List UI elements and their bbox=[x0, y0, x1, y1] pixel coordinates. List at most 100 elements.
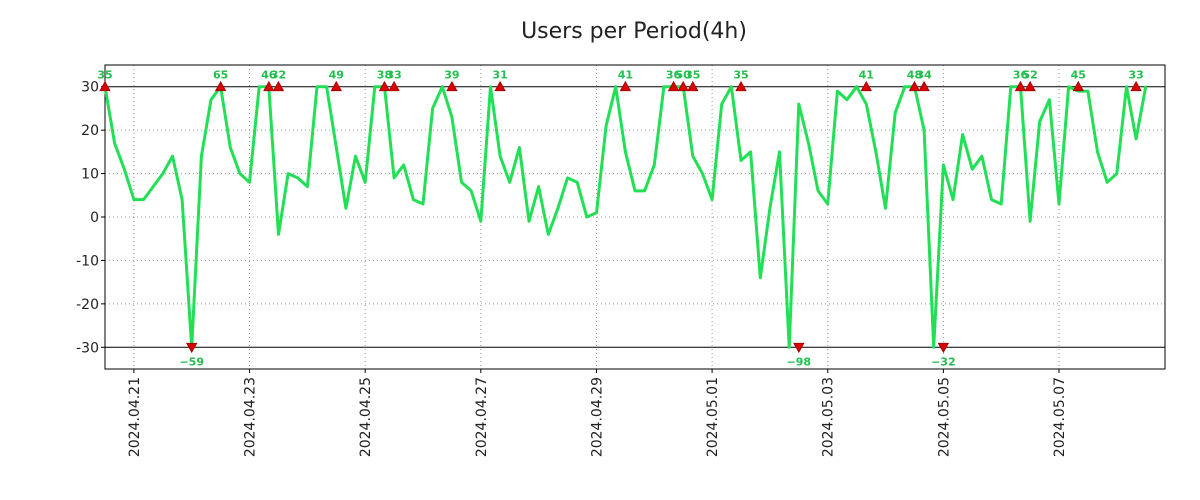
data-point bbox=[1028, 220, 1032, 223]
grid bbox=[105, 65, 1165, 369]
x-tick-label: 2024.05.07 bbox=[1052, 377, 1068, 457]
data-point bbox=[999, 202, 1003, 206]
data-point bbox=[123, 168, 126, 171]
tick-labels: 30 20 10 0 -10 -20 -30 2024.04.21 2024.04.23 2024… bbox=[76, 69, 1144, 457]
data-point bbox=[277, 233, 280, 236]
clip-marker-up bbox=[735, 80, 747, 92]
data-point bbox=[566, 176, 569, 180]
data-point bbox=[787, 346, 791, 349]
data-point bbox=[402, 163, 405, 167]
clip-marker-up bbox=[494, 80, 506, 92]
data-point bbox=[990, 198, 993, 201]
clip-marker-up bbox=[388, 80, 400, 92]
data-point bbox=[768, 207, 772, 210]
clip-marker-label: −32 bbox=[931, 355, 956, 368]
clip-marker-label: 41 bbox=[859, 69, 874, 82]
data-point bbox=[932, 346, 935, 349]
data-point bbox=[778, 150, 781, 154]
data-point bbox=[527, 220, 531, 223]
data-point bbox=[961, 133, 964, 136]
data-point bbox=[344, 207, 348, 210]
clip-marker-label: 35 bbox=[733, 69, 748, 82]
data-point bbox=[585, 215, 589, 219]
data-point bbox=[412, 198, 415, 201]
data-point bbox=[701, 172, 704, 175]
x-tick-label: 2024.04.25 bbox=[358, 377, 374, 457]
data-point bbox=[441, 85, 444, 88]
clip-marker-up bbox=[378, 80, 391, 92]
chart-title: Users per Period(4h) bbox=[521, 19, 747, 44]
data-point bbox=[845, 98, 849, 101]
data-point bbox=[575, 181, 579, 184]
clip-marker-down bbox=[937, 342, 950, 354]
data-point bbox=[720, 102, 723, 106]
data-point bbox=[335, 146, 338, 149]
data-point bbox=[855, 85, 858, 88]
clip-marker-label: 50 bbox=[676, 69, 692, 82]
data-point bbox=[816, 189, 820, 193]
data-point bbox=[691, 155, 695, 158]
y-tick-label: 0 bbox=[90, 210, 99, 226]
data-point bbox=[865, 102, 868, 106]
data-point bbox=[942, 163, 945, 167]
data-point bbox=[460, 181, 463, 184]
data-point bbox=[1067, 85, 1070, 88]
data-point bbox=[903, 85, 907, 88]
clip-markers bbox=[99, 80, 1142, 354]
clip-marker-label: −98 bbox=[787, 355, 812, 368]
clip-marker-up bbox=[263, 80, 275, 92]
clip-marker-up bbox=[1130, 80, 1142, 92]
data-point bbox=[643, 189, 646, 193]
data-point bbox=[1038, 120, 1041, 123]
clip-marker-label: 38 bbox=[377, 69, 392, 82]
y-tick-label: 20 bbox=[81, 123, 99, 139]
data-point bbox=[469, 189, 473, 193]
clip-marker-up bbox=[908, 80, 921, 92]
y-tick-label: -10 bbox=[76, 253, 99, 269]
data-point bbox=[238, 172, 242, 175]
clip-marker-label: 65 bbox=[213, 69, 228, 82]
clip-marker-label: 36 bbox=[666, 69, 682, 82]
data-point bbox=[730, 85, 733, 88]
data-point bbox=[489, 85, 492, 88]
data-point bbox=[373, 85, 377, 88]
data-point bbox=[450, 115, 454, 119]
data-point bbox=[807, 141, 810, 145]
data-point bbox=[508, 181, 511, 184]
data-point bbox=[826, 202, 829, 206]
data-point bbox=[354, 155, 357, 158]
data-point bbox=[710, 198, 714, 201]
data-point bbox=[893, 111, 897, 114]
x-tick-label: 2024.05.03 bbox=[821, 377, 837, 457]
data-point bbox=[151, 185, 155, 188]
clip-marker-label: 32 bbox=[271, 69, 286, 82]
data-point bbox=[421, 202, 425, 206]
data-point bbox=[392, 176, 396, 180]
clip-marker-label: 35 bbox=[97, 69, 112, 82]
clip-marker-label: 39 bbox=[444, 69, 459, 82]
data-point bbox=[1125, 85, 1128, 88]
data-point bbox=[874, 150, 878, 154]
data-point bbox=[286, 172, 290, 175]
clip-marker-up bbox=[677, 80, 689, 92]
clip-marker-label: 35 bbox=[685, 69, 700, 82]
data-point bbox=[797, 102, 801, 106]
clip-marker-up bbox=[446, 80, 458, 92]
data-point bbox=[315, 85, 319, 88]
data-point bbox=[306, 185, 309, 188]
data-point bbox=[971, 168, 974, 171]
data-point bbox=[1096, 150, 1099, 154]
data-point bbox=[537, 185, 540, 188]
data-point bbox=[759, 276, 762, 279]
data-point bbox=[739, 159, 743, 162]
data-point bbox=[171, 155, 174, 158]
clip-marker-label: 41 bbox=[618, 69, 633, 82]
data-point bbox=[296, 176, 299, 180]
clip-marker-up bbox=[918, 80, 930, 92]
clip-marker-up bbox=[330, 80, 342, 92]
x-tick-label: 2024.04.27 bbox=[474, 377, 490, 457]
data-point bbox=[180, 198, 184, 201]
clip-marker-up bbox=[619, 80, 632, 92]
clip-marker-down bbox=[186, 342, 198, 354]
data-point bbox=[229, 146, 232, 149]
